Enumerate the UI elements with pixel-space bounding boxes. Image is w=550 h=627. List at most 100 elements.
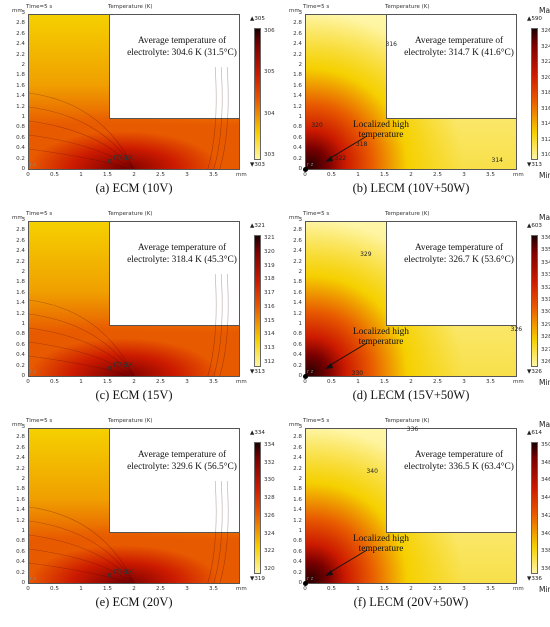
y-tick-label: 0.6 <box>293 548 302 555</box>
contour-label: 330 <box>351 369 364 377</box>
arrow-head <box>325 570 333 576</box>
axis-orientation-label: r z <box>307 162 314 168</box>
y-tick-label: 2.6 <box>16 444 25 451</box>
contour-line <box>219 66 229 169</box>
colorbar-max-value: ▲334 <box>250 430 265 436</box>
y-tick-label: 0.2 <box>16 155 25 162</box>
y-tick-label: 0.2 <box>16 362 25 369</box>
y-tick-label: 2.4 <box>293 455 302 462</box>
arrow-line <box>326 342 368 368</box>
x-tick-label: 2 <box>409 379 413 385</box>
x-tick-label: 0.5 <box>327 172 336 178</box>
y-tick-label: 2.4 <box>293 41 302 48</box>
x-tick-label: 1 <box>79 379 83 385</box>
arrow-line <box>326 135 368 161</box>
y-tick-label: 2 <box>21 62 25 68</box>
x-tick-label: 3 <box>185 172 189 178</box>
y-tick-label: 1 <box>21 321 25 327</box>
colorbar <box>531 28 538 160</box>
avg-line-2: electrolyte: 326.7 K (53.6°C) <box>404 254 514 265</box>
y-tick-label: 2.8 <box>16 434 25 441</box>
axis-orientation-label: r z <box>30 162 37 168</box>
contour-line <box>29 548 133 583</box>
contour-label: 316 <box>385 41 397 49</box>
heatmap-plot <box>305 428 517 584</box>
colorbar-tick-label: 324 <box>264 530 275 537</box>
x-tick-label: 3 <box>185 586 189 592</box>
colorbar-tick-label: 332 <box>541 284 550 291</box>
header-title: Temperature (K) <box>385 418 430 424</box>
x-tick-label: 1 <box>356 379 360 385</box>
triangle-down-icon: ▼ <box>527 576 532 582</box>
max-marker <box>107 366 112 371</box>
y-tick-label: 0.2 <box>293 155 302 162</box>
x-axis-unit: mm <box>236 586 247 592</box>
contour-label: 326 <box>510 326 523 334</box>
colorbar-tick-label: 320 <box>264 248 275 255</box>
colorbar-max-value: ▲614 <box>527 430 542 436</box>
x-tick-label: 1.5 <box>103 379 112 385</box>
localized-line-1: Localized high <box>353 327 409 337</box>
y-tick-label: 0 <box>298 373 302 379</box>
y-tick-label: 0.4 <box>16 145 25 152</box>
y-tick-label: 2.4 <box>16 248 25 255</box>
colorbar-tick-label: 316 <box>541 105 550 112</box>
avg-line-1: Average temperature of <box>137 450 227 460</box>
x-tick-label: 0 <box>303 172 307 178</box>
x-tick-label: 3.5 <box>209 172 218 178</box>
avg-line-1: Average temperature of <box>137 36 227 46</box>
x-tick-label: 2 <box>132 379 136 385</box>
x-tick-label: 2.5 <box>433 379 442 385</box>
colorbar-max-value: ▲305 <box>250 16 265 22</box>
contour-lines <box>29 273 229 376</box>
heatmap-plot <box>28 14 240 170</box>
x-tick-label: 1 <box>356 586 360 592</box>
y-tick-label: 0.4 <box>293 145 302 152</box>
colorbar-min-value: ▼319 <box>250 576 265 582</box>
y-tick-label: 1.8 <box>293 486 302 493</box>
contour-lines <box>29 480 229 583</box>
y-tick-label: 3 <box>298 10 302 16</box>
max-value: 305 <box>254 16 265 22</box>
arrow-icon <box>325 549 368 576</box>
y-tick-label: 3 <box>21 217 25 223</box>
colorbar-tick-label: 304 <box>264 110 275 117</box>
x-tick-label: 0 <box>303 586 307 592</box>
colorbar-tick-label: 326 <box>541 359 550 365</box>
y-tick-label: 2.6 <box>16 30 25 37</box>
colorbar-tick-label: 348 <box>541 459 550 466</box>
localized-high-temperature-annotation: Localized high temperature <box>353 120 409 140</box>
x-tick-label: 0 <box>303 379 307 385</box>
triangle-down-icon: ▼ <box>250 576 255 582</box>
contour-line <box>213 273 223 376</box>
y-tick-label: 1 <box>298 321 302 327</box>
y-tick-label: 2.4 <box>16 41 25 48</box>
x-tick-label: 3.5 <box>486 172 495 178</box>
colorbar-tick-label: 322 <box>541 59 550 65</box>
y-tick-label: 1.8 <box>293 72 302 79</box>
panel-e: Time=5 s Temperature (K) Average temperatu… <box>0 414 275 619</box>
contour-line <box>29 120 134 169</box>
max-value: 603 <box>531 223 542 229</box>
max-label: max <box>113 567 134 578</box>
colorbar-tick-label: 338 <box>541 548 550 555</box>
x-tick-label: 2.5 <box>433 172 442 178</box>
colorbar-max-word: Max <box>539 420 550 429</box>
colorbar-tick-label: 350 <box>541 442 550 448</box>
y-tick-label: 0.6 <box>293 134 302 141</box>
contour-line <box>29 355 131 376</box>
panel-a: Time=5 s Temperature (K) Average temperatu… <box>0 0 275 205</box>
y-tick-label: 2.6 <box>293 30 302 37</box>
x-tick-label: 1 <box>356 172 360 178</box>
contour-line <box>29 148 131 169</box>
colorbar-min-value: ▼326 <box>527 369 542 375</box>
localized-line-2: temperature <box>358 130 404 140</box>
x-tick-label: 1.5 <box>380 586 389 592</box>
colorbar-tick-label: 329 <box>541 321 550 328</box>
y-tick-label: 0 <box>298 166 302 172</box>
panel-caption: (b) LECM (10V+50W) <box>352 181 470 195</box>
colorbar-tick-label: 327 <box>541 346 550 353</box>
x-tick-label: 3.5 <box>209 586 218 592</box>
x-tick-label: 0.5 <box>50 586 59 592</box>
colorbar-tick-label: 312 <box>264 359 275 365</box>
